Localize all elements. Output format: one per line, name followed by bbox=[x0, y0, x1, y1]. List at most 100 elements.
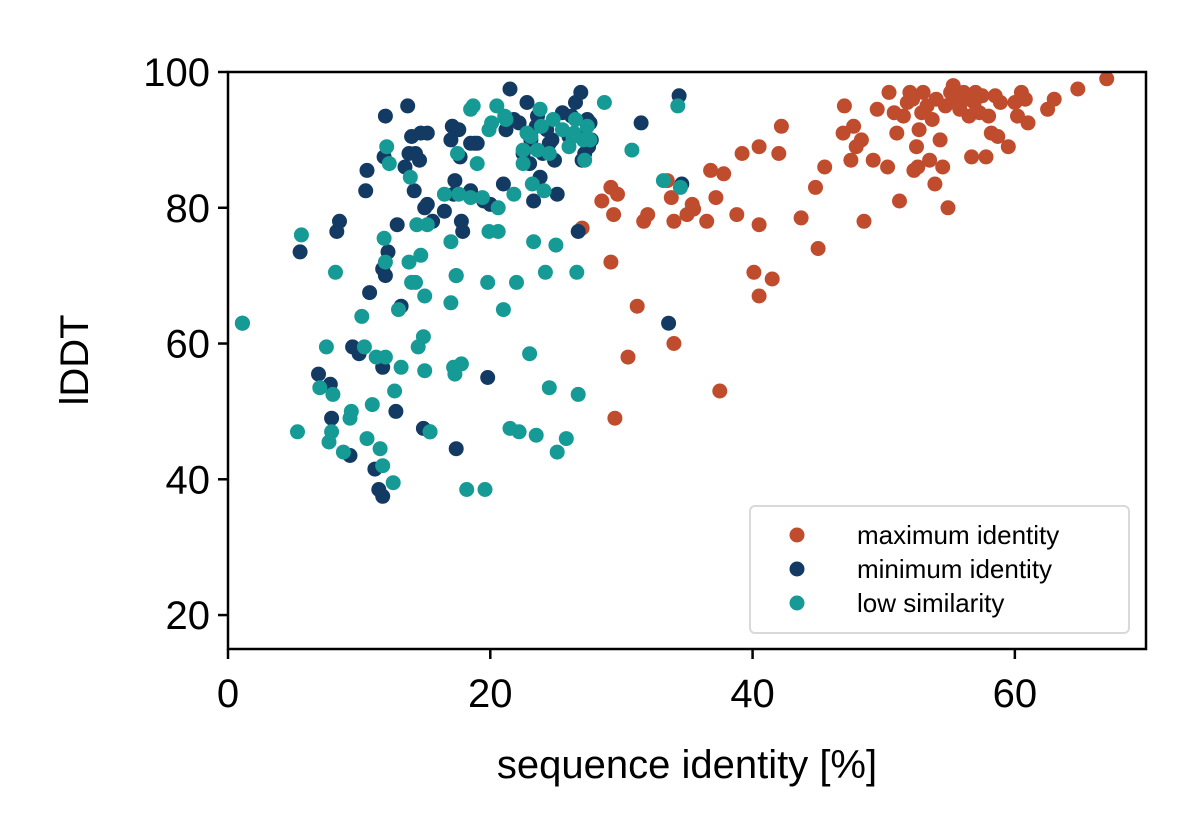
point-series2-62 bbox=[490, 200, 506, 216]
point-series0-43 bbox=[865, 152, 881, 168]
point-series0-23 bbox=[729, 207, 745, 223]
x-tick-label-0: 0 bbox=[217, 672, 239, 716]
point-series2-11 bbox=[343, 403, 359, 419]
point-series0-8 bbox=[629, 298, 645, 314]
point-series2-25 bbox=[387, 383, 403, 399]
point-series2-76 bbox=[526, 234, 542, 250]
y-tick-label-3: 80 bbox=[166, 187, 211, 231]
point-series2-86 bbox=[548, 237, 564, 253]
point-series0-32 bbox=[793, 210, 809, 226]
point-series0-12 bbox=[663, 190, 679, 206]
point-series0-96 bbox=[1099, 71, 1115, 87]
point-series1-45 bbox=[448, 441, 464, 457]
point-series1-23 bbox=[389, 217, 405, 233]
point-series2-26 bbox=[391, 302, 406, 318]
point-series0-87 bbox=[1000, 139, 1016, 155]
point-series1-10 bbox=[358, 183, 374, 199]
legend-label-1: minimum identity bbox=[857, 554, 1052, 584]
point-series2-102 bbox=[655, 173, 671, 189]
point-series1-26 bbox=[400, 98, 416, 114]
point-series0-49 bbox=[892, 193, 907, 209]
point-series1-11 bbox=[359, 162, 375, 178]
point-series2-46 bbox=[450, 146, 465, 161]
point-series2-40 bbox=[436, 186, 452, 202]
point-series0-30 bbox=[771, 146, 787, 161]
point-series0-35 bbox=[817, 159, 833, 175]
point-series0-81 bbox=[978, 149, 994, 165]
point-series2-23 bbox=[381, 156, 397, 172]
point-series1-75 bbox=[549, 186, 565, 202]
point-series2-59 bbox=[484, 115, 500, 131]
point-series0-66 bbox=[935, 159, 951, 175]
point-series2-2 bbox=[293, 227, 309, 243]
point-series1-61 bbox=[511, 115, 527, 131]
point-series2-8 bbox=[328, 264, 343, 280]
point-series2-78 bbox=[530, 142, 545, 158]
x-tick-label-1: 20 bbox=[468, 672, 513, 716]
point-series2-95 bbox=[570, 386, 586, 402]
point-series2-94 bbox=[569, 264, 585, 280]
legend: maximum identity minimum identity low simi… bbox=[749, 505, 1130, 634]
point-series2-73 bbox=[522, 346, 538, 362]
point-series2-34 bbox=[413, 247, 429, 263]
point-series2-56 bbox=[480, 274, 496, 290]
point-series1-89 bbox=[633, 115, 649, 131]
point-series2-38 bbox=[419, 217, 435, 233]
point-series0-65 bbox=[932, 132, 948, 148]
y-tick-label-2: 60 bbox=[166, 323, 211, 367]
point-series2-0 bbox=[234, 315, 250, 331]
point-series1-55 bbox=[480, 370, 496, 385]
point-series0-41 bbox=[853, 132, 869, 148]
point-series1-59 bbox=[502, 81, 518, 97]
point-series2-24 bbox=[385, 475, 401, 491]
point-series1-29 bbox=[406, 183, 422, 199]
point-series2-104 bbox=[672, 179, 688, 195]
point-series0-6 bbox=[607, 410, 623, 426]
point-series1-36 bbox=[419, 196, 435, 212]
point-series2-37 bbox=[417, 363, 433, 379]
point-series1-20 bbox=[377, 268, 393, 284]
point-series2-81 bbox=[536, 183, 552, 199]
point-series0-25 bbox=[746, 264, 762, 280]
point-series0-4 bbox=[606, 207, 622, 223]
point-series0-59 bbox=[915, 84, 931, 100]
point-series1-15 bbox=[375, 488, 391, 504]
point-series2-52 bbox=[465, 98, 481, 114]
point-series0-94 bbox=[1046, 91, 1062, 107]
point-series1-22 bbox=[388, 403, 404, 419]
point-series2-9 bbox=[335, 444, 351, 460]
point-series2-22 bbox=[379, 139, 395, 155]
y-axis: 20 40 60 80 100 bbox=[143, 51, 228, 638]
point-series2-85 bbox=[545, 112, 561, 127]
point-series0-44 bbox=[869, 101, 885, 117]
point-series0-34 bbox=[810, 241, 826, 256]
point-series1-81 bbox=[573, 84, 589, 100]
legend-box bbox=[749, 505, 1130, 634]
point-series2-103 bbox=[670, 98, 686, 114]
point-series2-19 bbox=[376, 230, 392, 246]
point-series0-85 bbox=[990, 129, 1006, 144]
x-tick-label-2: 40 bbox=[730, 672, 775, 716]
point-series1-40 bbox=[443, 132, 459, 148]
point-series0-29 bbox=[764, 271, 780, 287]
point-series0-27 bbox=[751, 217, 767, 233]
y-axis-label: lDDT bbox=[53, 314, 97, 405]
point-series1-53 bbox=[469, 135, 485, 151]
point-series0-31 bbox=[773, 118, 789, 134]
plot-frame bbox=[226, 70, 1148, 651]
point-series0-48 bbox=[889, 125, 905, 141]
point-series1-6 bbox=[332, 213, 347, 229]
point-series0-42 bbox=[856, 213, 872, 229]
point-series0-45 bbox=[880, 159, 896, 175]
point-series0-76 bbox=[964, 149, 980, 165]
point-series2-13 bbox=[356, 339, 372, 355]
point-series0-39 bbox=[846, 118, 862, 134]
point-series2-99 bbox=[582, 132, 598, 148]
y-tick-label-4: 100 bbox=[143, 51, 210, 95]
point-series0-82 bbox=[981, 108, 997, 124]
point-series0-46 bbox=[881, 84, 897, 100]
point-series0-3 bbox=[610, 186, 625, 202]
point-series2-70 bbox=[515, 156, 531, 172]
point-series0-10 bbox=[640, 207, 656, 223]
